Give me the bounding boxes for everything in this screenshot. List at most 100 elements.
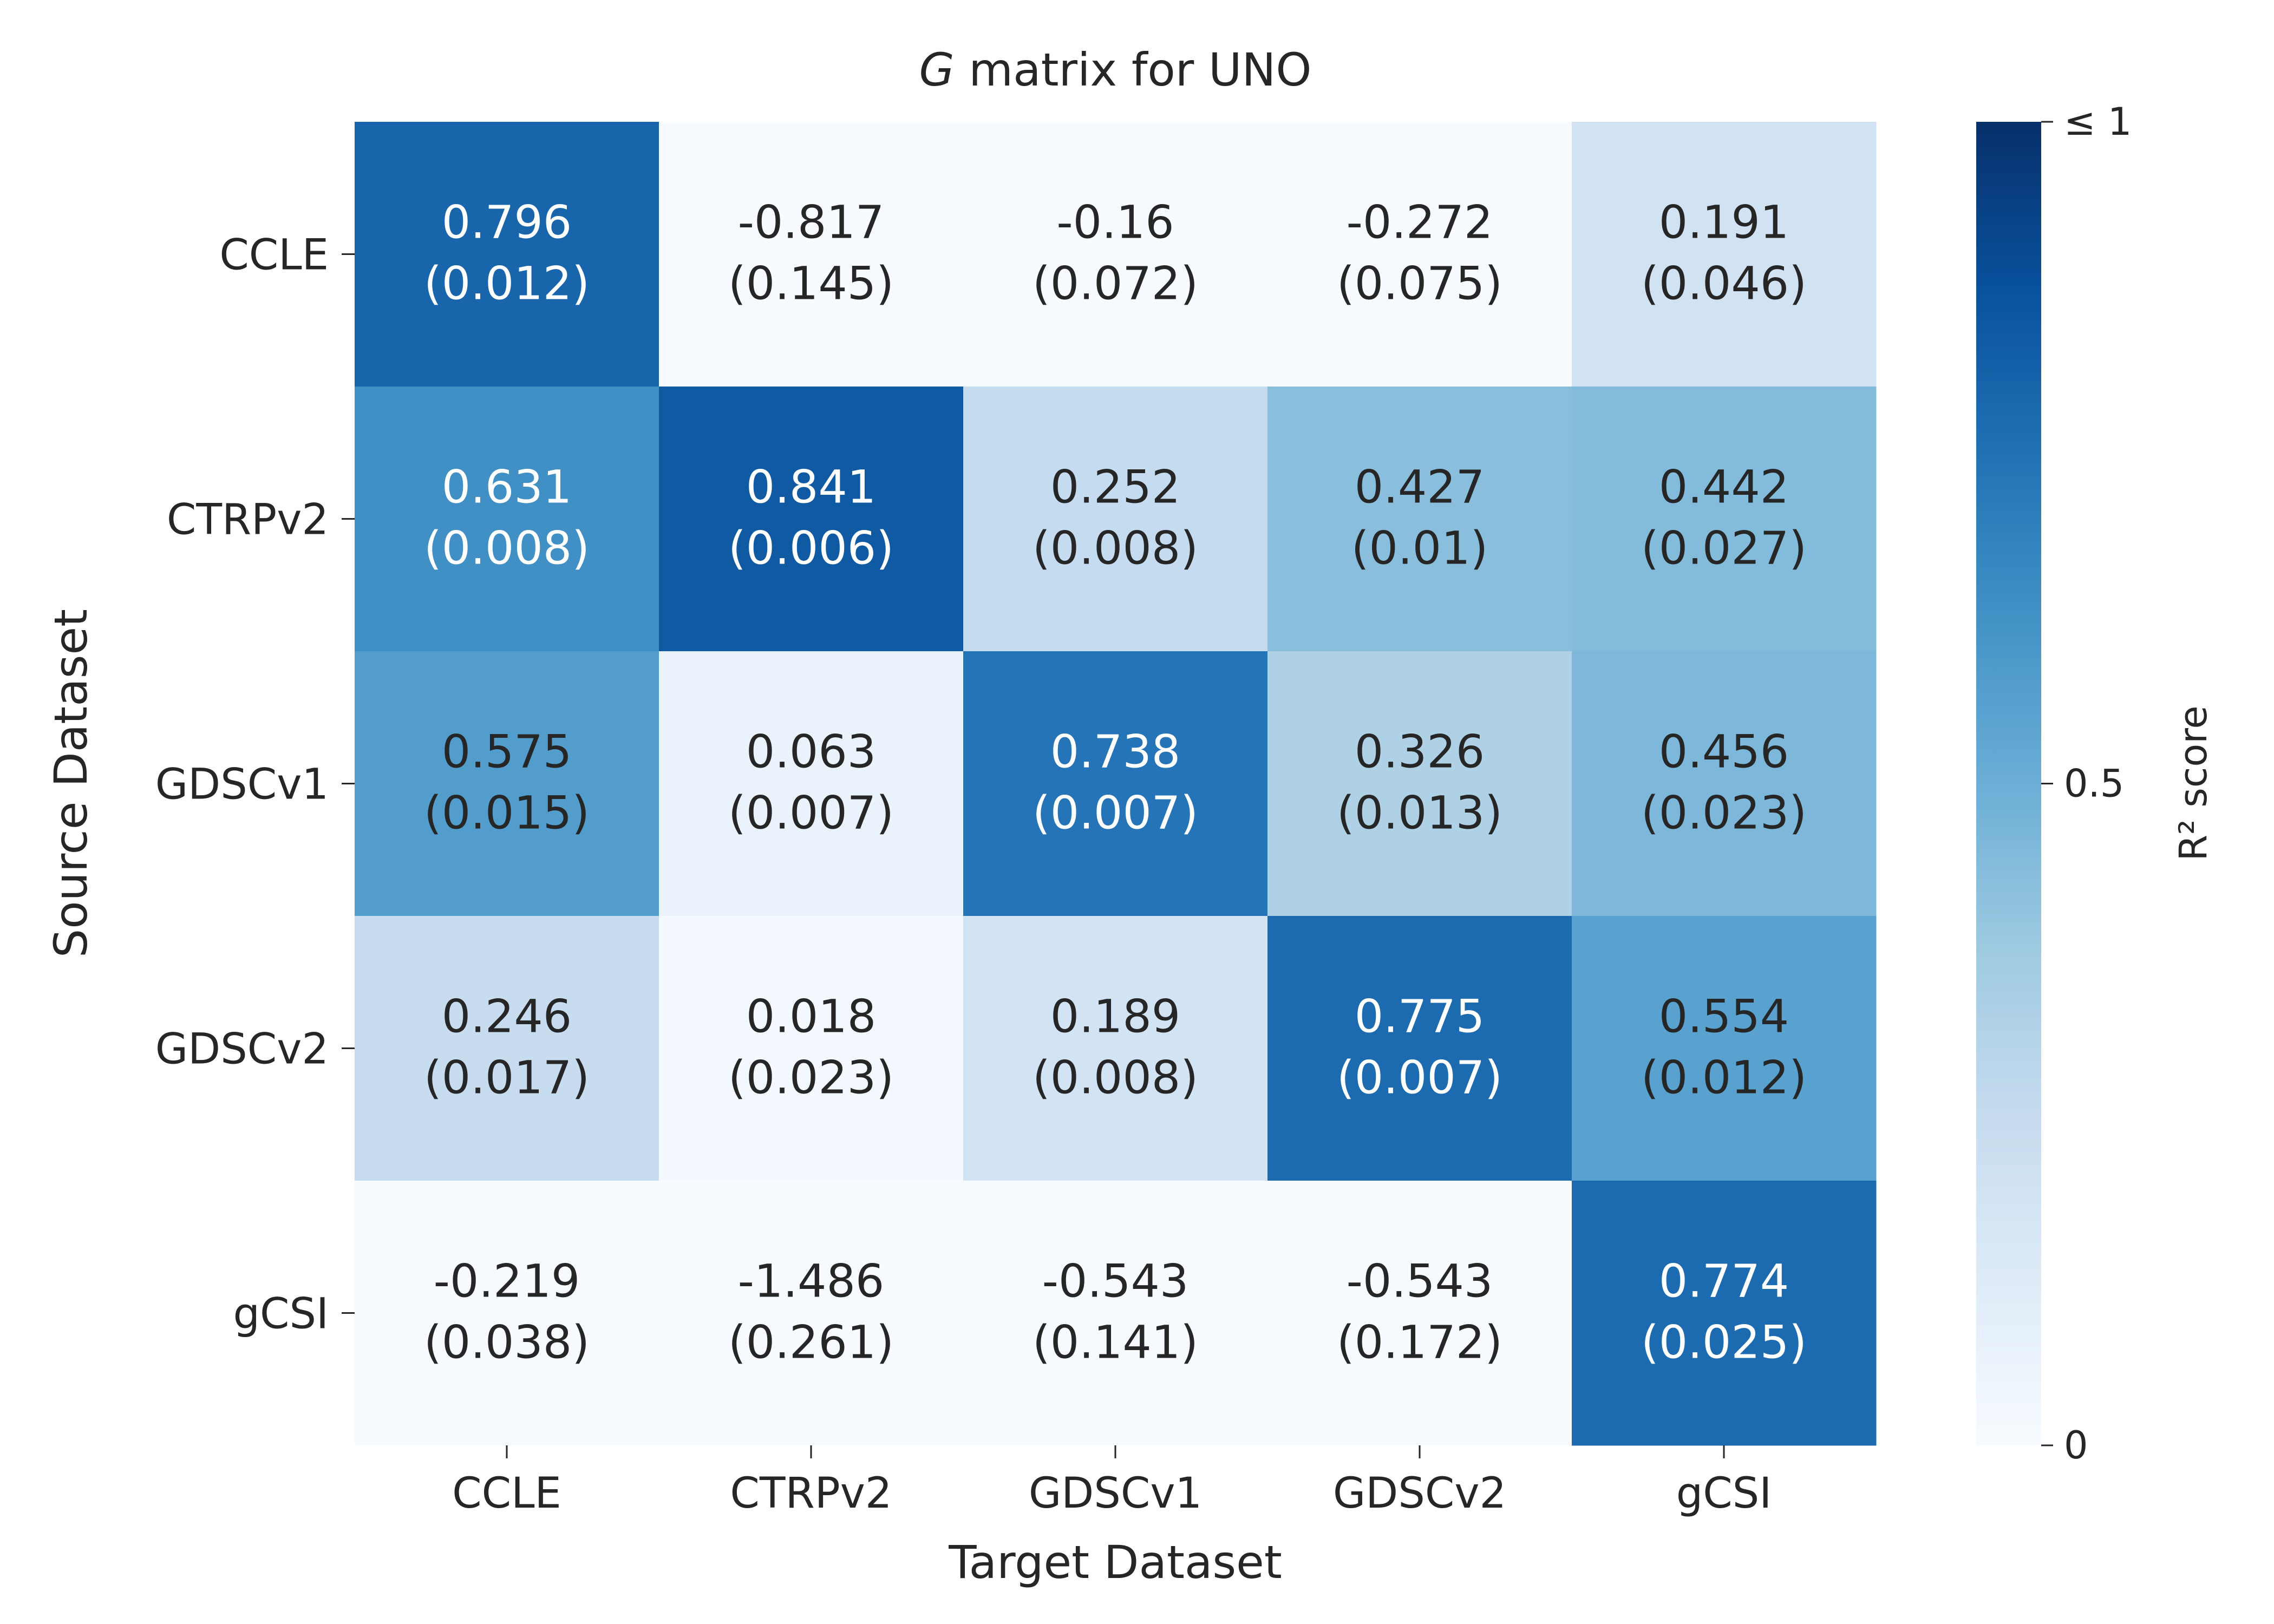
cell-std-label: (0.072) <box>1033 257 1198 310</box>
cell-std-label: (0.038) <box>424 1316 590 1369</box>
heatmap-cell <box>1572 1181 1877 1446</box>
colorbar-label: R² score <box>2171 705 2216 861</box>
cell-std-label: (0.145) <box>728 257 894 310</box>
chart-title: G matrix for UNO <box>919 43 1312 96</box>
heatmap-cell <box>1572 651 1877 916</box>
cell-value-label: -0.543 <box>1347 1255 1493 1308</box>
y-tick-label: CTRPv2 <box>167 496 329 545</box>
cell-value-label: 0.796 <box>442 196 572 249</box>
cell-value-label: 0.252 <box>1050 461 1180 514</box>
x-tick-label: CCLE <box>452 1469 561 1518</box>
cell-value-label: -0.219 <box>434 1255 580 1308</box>
cell-value-label: -0.817 <box>738 196 885 249</box>
y-tick-label: GDSCv2 <box>155 1025 329 1074</box>
cell-std-label: (0.023) <box>728 1051 894 1104</box>
cell-value-label: 0.442 <box>1659 461 1789 514</box>
cell-value-label: -1.486 <box>738 1255 885 1308</box>
cell-std-label: (0.023) <box>1641 787 1807 840</box>
heatmap-cells <box>355 122 1877 1446</box>
cell-std-label: (0.008) <box>1033 1051 1198 1104</box>
cell-std-label: (0.075) <box>1337 257 1502 310</box>
heatmap-cell <box>659 916 964 1181</box>
heatmap-cell <box>1267 651 1572 916</box>
y-axis: CCLE CTRPv2 GDSCv1 GDSCv2 gCSI <box>155 231 355 1339</box>
heatmap-cell <box>355 1181 659 1446</box>
cell-value-label: 0.191 <box>1659 196 1789 249</box>
x-tick-label: GDSCv1 <box>1029 1469 1202 1518</box>
cell-value-label: 0.189 <box>1050 990 1180 1043</box>
cell-std-label: (0.015) <box>424 787 590 840</box>
heatmap-cell <box>963 1181 1268 1446</box>
x-tick-label: gCSI <box>1676 1469 1772 1518</box>
heatmap-cell <box>1267 1181 1572 1446</box>
cell-value-label: -0.543 <box>1042 1255 1189 1308</box>
cell-value-label: 0.063 <box>746 725 876 778</box>
cell-std-label: (0.261) <box>728 1316 894 1369</box>
heatmap-cell <box>1572 387 1877 652</box>
cell-std-label: (0.027) <box>1641 522 1807 575</box>
x-axis: CCLE CTRPv2 GDSCv1 GDSCv2 gCSI <box>452 1445 1772 1518</box>
cell-std-label: (0.013) <box>1337 787 1502 840</box>
x-tick-label: GDSCv2 <box>1333 1469 1506 1518</box>
cell-std-label: (0.012) <box>1641 1051 1807 1104</box>
colorbar <box>1976 122 2041 1445</box>
cell-value-label: 0.326 <box>1355 725 1485 778</box>
heatmap-cell <box>355 387 659 652</box>
cell-value-label: 0.841 <box>746 461 876 514</box>
cell-value-label: -0.16 <box>1056 196 1174 249</box>
cell-value-label: 0.246 <box>442 990 572 1043</box>
y-tick-label: GDSCv1 <box>155 761 329 809</box>
heatmap-cell <box>963 387 1268 652</box>
y-tick-label: gCSI <box>233 1290 329 1339</box>
heatmap-cell <box>355 916 659 1181</box>
heatmap-cell <box>355 651 659 916</box>
cell-value-label: 0.427 <box>1355 461 1485 514</box>
cell-std-label: (0.008) <box>424 522 590 575</box>
cell-std-label: (0.008) <box>1033 522 1198 575</box>
heatmap-cell <box>963 122 1268 387</box>
x-tick-label: CTRPv2 <box>730 1469 892 1518</box>
heatmap-cell <box>659 1181 964 1446</box>
chart-title-rest: matrix for UNO <box>955 43 1312 96</box>
cell-value-label: 0.774 <box>1659 1255 1789 1308</box>
cell-std-label: (0.141) <box>1033 1316 1198 1369</box>
colorbar-ticks: 0 0.5 ≤ 1 <box>2041 100 2132 1468</box>
cell-std-label: (0.046) <box>1641 257 1807 310</box>
cell-value-label: 0.738 <box>1050 725 1180 778</box>
cell-std-label: (0.007) <box>1033 787 1198 840</box>
cell-std-label: (0.012) <box>424 257 590 310</box>
cell-std-label: (0.017) <box>424 1051 590 1104</box>
y-axis-label: Source Dataset <box>44 609 97 958</box>
heatmap-cell <box>659 651 964 916</box>
cell-value-label: 0.775 <box>1355 990 1485 1043</box>
cell-std-label: (0.172) <box>1337 1316 1502 1369</box>
cell-value-label: 0.456 <box>1659 725 1789 778</box>
heatmap-cell <box>1572 916 1877 1181</box>
cell-value-label: 0.018 <box>746 990 876 1043</box>
heatmap-cell <box>659 122 964 387</box>
cell-std-label: (0.025) <box>1641 1316 1807 1369</box>
chart-title-italic: G <box>919 43 955 96</box>
heatmap-cell-labels: 0.796 (0.012) -0.817 (0.145) -0.16 (0.072) -0.… <box>424 196 1807 1369</box>
cell-value-label: -0.272 <box>1347 196 1493 249</box>
cell-std-label: (0.006) <box>728 522 894 575</box>
x-axis-label: Target Dataset <box>948 1536 1282 1589</box>
colorbar-tick-label: ≤ 1 <box>2064 100 2132 144</box>
cell-std-label: (0.007) <box>728 787 894 840</box>
heatmap-cell <box>963 651 1268 916</box>
heatmap-cell <box>659 387 964 652</box>
cell-std-label: (0.01) <box>1351 522 1488 575</box>
heatmap-cell <box>1267 916 1572 1181</box>
heatmap-cell <box>355 122 659 387</box>
y-tick-label: CCLE <box>219 231 329 280</box>
cell-value-label: 0.631 <box>442 461 572 514</box>
colorbar-tick-label: 0.5 <box>2064 762 2124 806</box>
colorbar-tick-label: 0 <box>2064 1423 2088 1468</box>
heatmap-cell <box>963 916 1268 1181</box>
heatmap-cell <box>1267 387 1572 652</box>
heatmap-cell <box>1572 122 1877 387</box>
cell-value-label: 0.554 <box>1659 990 1789 1043</box>
cell-value-label: 0.575 <box>442 725 572 778</box>
heatmap-cell <box>1267 122 1572 387</box>
